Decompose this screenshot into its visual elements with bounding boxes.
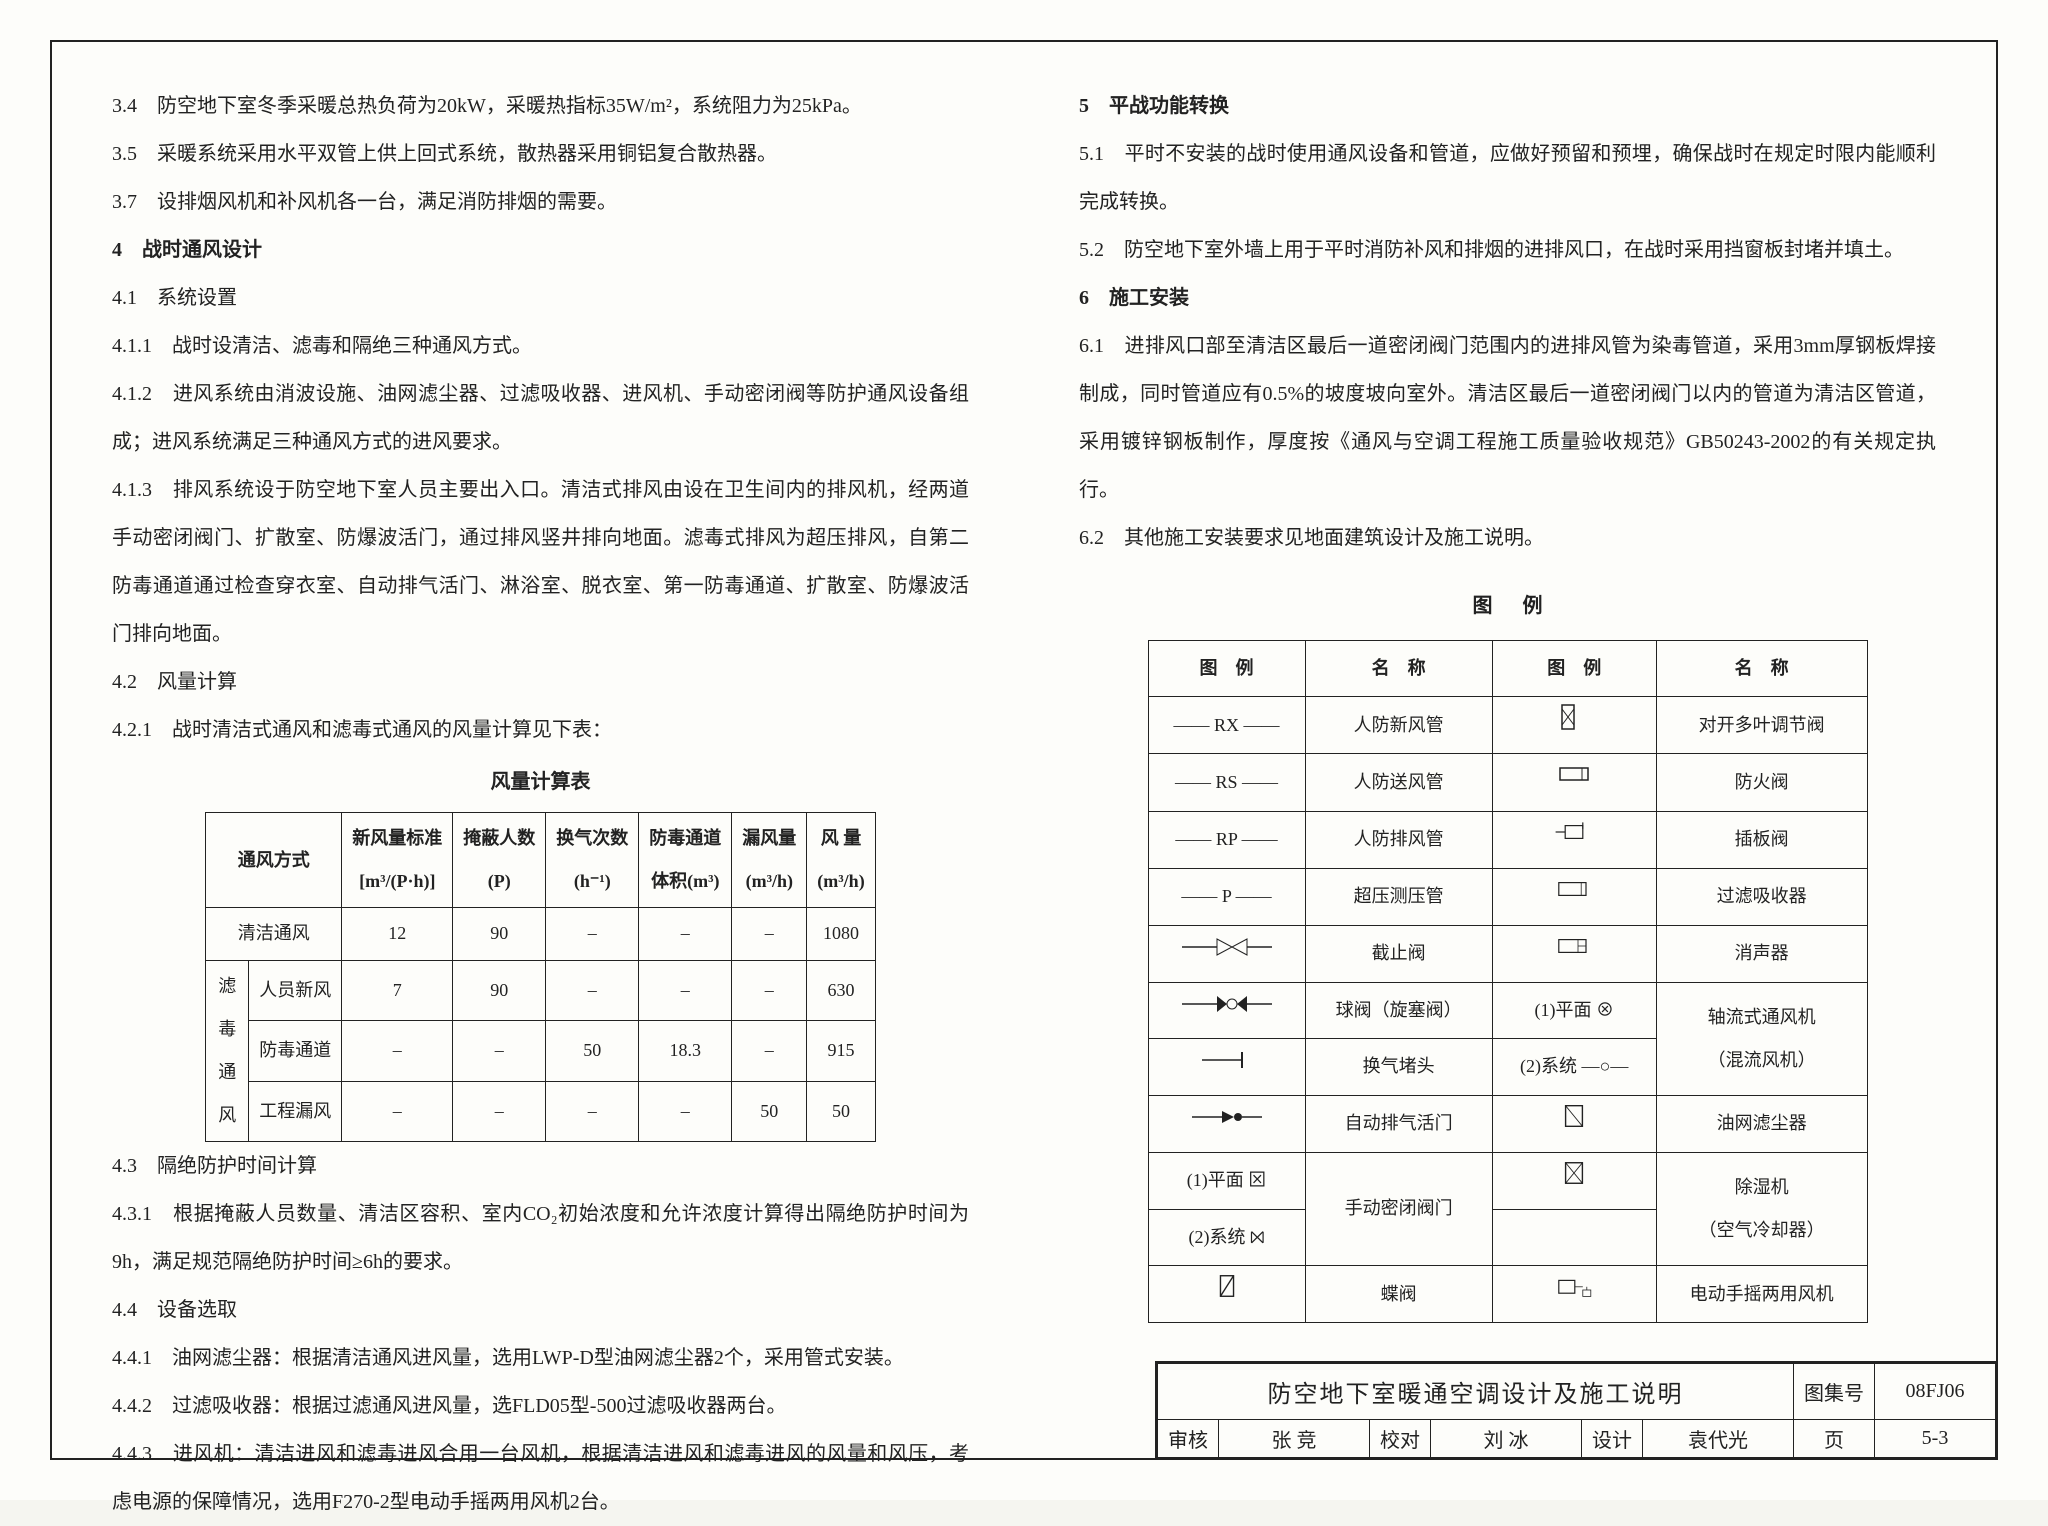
oilfilter-icon [1492,1095,1656,1152]
para-4-4: 4.4 设备选取 [112,1286,969,1334]
calc-table: 通风方式 新风量标准 [m³/(P·h)] 掩蔽人数 (P) 换气次数 (h⁻¹… [205,812,875,1142]
para-5-2: 5.2 防空地下室外墙上用于平时消防补风和排烟的进排风口，在战时采用挡窗板封堵并… [1079,226,1936,274]
para-6-1: 6.1 进排风口部至清洁区最后一道密闭阀门范围内的进排风管为染毒管道，采用3mm… [1079,322,1936,514]
filterbox-icon [1492,868,1656,925]
para-5-1: 5.1 平时不安装的战时使用通风设备和管道，应做好预留和预埋，确保战时在规定时限… [1079,130,1936,226]
heading-4: 4 战时通风设计 [112,226,969,274]
th-6: 风 量 (m³/h) [807,813,875,908]
para-4-3-1: 4.3.1 根据掩蔽人员数量、清洁区容积、室内CO₂初始浓度和允许浓度计算得出隔… [112,1190,969,1286]
sym-p: —— P —— [1148,868,1305,925]
gate-valve-icon [1148,925,1305,982]
para-4-4-3: 4.4.3 进风机：清洁进风和滤毒进风合用一台风机，根据清洁进风和滤毒进风的风量… [112,1430,969,1526]
row-filter-group: 滤毒通风 [206,960,249,1142]
sym-rx: —— RX —— [1148,697,1305,754]
axial-fan-plan-icon: (1)平面 ⊗ [1492,983,1656,1039]
para-3-7: 3.7 设排烟风机和补风机各一台，满足消防排烟的需要。 [112,178,969,226]
sym-rp: —— RP —— [1148,811,1305,868]
drawing-title: 防空地下室暖通空调设计及施工说明 [1158,1364,1794,1420]
title-block: 防空地下室暖通空调设计及施工说明 图集号 08FJ06 审核 张 竞 校对 刘 … [1155,1361,1998,1460]
sym-rs: —— RS —— [1148,754,1305,811]
heading-5: 5 平战功能转换 [1079,82,1936,130]
legend-table: 图 例 名 称 图 例 名 称 —— RX —— 人防新风管 对开多叶调节阀 —… [1148,640,1868,1323]
right-column: 5 平战功能转换 5.1 平时不安装的战时使用通风设备和管道，应做好预留和预埋，… [1079,82,1936,1526]
para-4-1-3: 4.1.3 排风系统设于防空地下室人员主要出入口。清洁式排风由设在卫生间内的排风… [112,466,969,658]
para-4-3: 4.3 隔绝防护时间计算 [112,1142,969,1190]
cap-icon [1148,1039,1305,1095]
handfan-icon [1492,1266,1656,1323]
para-6-2: 6.2 其他施工安装要求见地面建筑设计及施工说明。 [1079,514,1936,562]
row-clean: 清洁通风 [206,908,342,960]
manual-seal-sys-icon: (2)系统 ⨝ [1148,1209,1305,1265]
heading-6: 6 施工安装 [1079,274,1936,322]
damper-icon [1492,697,1656,754]
para-3-4: 3.4 防空地下室冬季采暖总热负荷为20kW，采暖热指标35W/m²，系统阻力为… [112,82,969,130]
th-4: 防毒通道 体积(m³) [639,813,732,908]
silencer-icon [1492,925,1656,982]
th-1: 新风量标准 [m³/(P·h)] [342,813,453,908]
para-4-2: 4.2 风量计算 [112,658,969,706]
th-mode: 通风方式 [206,813,342,908]
firedamper-icon [1492,754,1656,811]
calc-table-title: 风量计算表 [112,758,969,806]
para-3-5: 3.5 采暖系统采用水平双管上供上回式系统，散热器采用铜铝复合散热器。 [112,130,969,178]
dehumidifier-icon [1492,1152,1656,1209]
manual-seal-plan-icon: (1)平面 ⊠ [1148,1152,1305,1209]
left-column: 3.4 防空地下室冬季采暖总热负荷为20kW，采暖热指标35W/m²，系统阻力为… [112,82,969,1526]
th-2: 掩蔽人数 (P) [453,813,546,908]
legend-title: 图例 [1109,582,1936,630]
para-4-1-1: 4.1.1 战时设清洁、滤毒和隔绝三种通风方式。 [112,322,969,370]
ball-valve-icon [1148,983,1305,1039]
para-4-1: 4.1 系统设置 [112,274,969,322]
th-5: 漏风量 (m³/h) [732,813,807,908]
para-4-1-2: 4.1.2 进风系统由消波设施、油网滤尘器、过滤吸收器、进风机、手动密闭阀等防护… [112,370,969,466]
para-4-2-1: 4.2.1 战时清洁式通风和滤毒式通风的风量计算见下表： [112,706,969,754]
para-4-4-2: 4.4.2 过滤吸收器：根据过滤通风进风量，选FLD05型-500过滤吸收器两台… [112,1382,969,1430]
autovent-icon [1148,1095,1305,1152]
butterfly-icon [1148,1266,1305,1323]
para-4-4-1: 4.4.1 油网滤尘器：根据清洁通风进风量，选用LWP-D型油网滤尘器2个，采用… [112,1334,969,1382]
slidedamper-icon [1492,811,1656,868]
th-3: 换气次数 (h⁻¹) [546,813,639,908]
axial-fan-sys-icon: (2)系统 —○— [1492,1039,1656,1095]
